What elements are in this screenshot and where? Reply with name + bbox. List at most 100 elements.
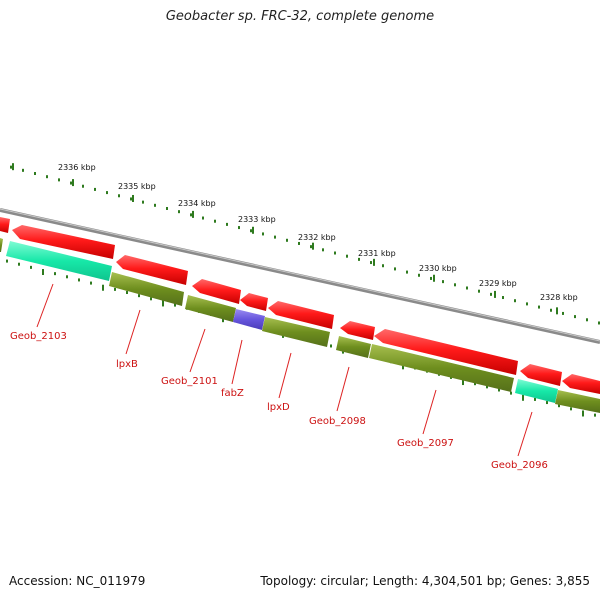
gene-label[interactable]: lpxD bbox=[267, 402, 290, 413]
special-gene bbox=[233, 309, 265, 330]
inner-scale-dot bbox=[594, 413, 596, 417]
inner-scale-dot bbox=[570, 407, 572, 411]
scale-dot bbox=[226, 222, 228, 226]
scale-dot bbox=[298, 241, 300, 245]
rna-gene bbox=[6, 241, 112, 281]
reverse-gene bbox=[109, 272, 184, 306]
inner-scale-dot bbox=[6, 259, 8, 263]
scale-major-tick bbox=[312, 242, 314, 250]
inner-scale-dot bbox=[330, 344, 332, 348]
inner-scale-dot bbox=[18, 262, 20, 266]
gene-label[interactable]: Geob_2101 bbox=[161, 376, 218, 387]
scale-major-tick bbox=[494, 290, 496, 298]
inner-scale-dot bbox=[174, 303, 176, 307]
inner-scale-dot bbox=[462, 379, 464, 386]
forward-gene bbox=[340, 321, 375, 340]
inner-scale-dot bbox=[90, 281, 92, 285]
rna-gene bbox=[515, 379, 558, 403]
scale-dot bbox=[598, 321, 600, 325]
scale-major-tick bbox=[12, 163, 14, 171]
scale-major-tick bbox=[192, 210, 194, 218]
forward-gene bbox=[374, 329, 518, 375]
scale-dot bbox=[250, 229, 252, 233]
scale-major-tick bbox=[433, 274, 435, 282]
scale-dot bbox=[238, 226, 240, 230]
inner-scale-dot bbox=[66, 275, 68, 279]
scale-major-ticks bbox=[12, 163, 558, 315]
forward-gene bbox=[192, 279, 241, 304]
scale-label: 2333 kbp bbox=[238, 215, 276, 224]
scale-dot bbox=[202, 216, 204, 220]
scale-dot bbox=[10, 165, 12, 169]
scale-dot bbox=[310, 245, 312, 249]
scale-major-tick bbox=[252, 226, 254, 234]
forward-gene bbox=[116, 255, 188, 285]
scale-dot bbox=[526, 302, 528, 306]
scale-dot bbox=[346, 254, 348, 258]
scale-label: 2328 kbp bbox=[540, 293, 578, 302]
inner-scale-dot bbox=[498, 388, 500, 392]
scale-label: 2334 kbp bbox=[178, 199, 216, 208]
gene-label[interactable]: lpxB bbox=[116, 359, 138, 370]
scale-dot bbox=[574, 315, 576, 319]
scale-dot bbox=[130, 197, 132, 201]
scale-dot bbox=[46, 175, 48, 179]
inner-scale-dot bbox=[102, 284, 104, 291]
inner-scale-dot bbox=[78, 278, 80, 282]
forward-gene bbox=[268, 301, 334, 329]
reverse-gene bbox=[555, 390, 600, 413]
inner-scale-dot bbox=[486, 385, 488, 389]
scale-dot bbox=[70, 181, 72, 185]
scale-dot bbox=[430, 276, 432, 280]
gene-label[interactable]: fabZ bbox=[221, 388, 244, 399]
inner-scale-dot bbox=[474, 382, 476, 386]
reverse-gene bbox=[262, 317, 330, 347]
scale-dot bbox=[58, 178, 60, 182]
scale-dot bbox=[358, 257, 360, 261]
inner-scale-dot bbox=[150, 297, 152, 301]
scale-dot bbox=[418, 273, 420, 277]
scale-dot bbox=[142, 200, 144, 204]
scale-dot bbox=[322, 248, 324, 252]
inner-scale-dot bbox=[114, 287, 116, 291]
inner-scale-dot bbox=[54, 272, 56, 276]
scale-dot bbox=[394, 267, 396, 271]
scale-dot bbox=[154, 203, 156, 207]
forward-strand-genes bbox=[0, 217, 600, 394]
scale-dot bbox=[442, 280, 444, 284]
inner-scale-dot bbox=[126, 291, 128, 295]
forward-gene bbox=[12, 225, 115, 259]
inner-scale-dot bbox=[42, 269, 44, 276]
label-leader-lines bbox=[36, 283, 533, 457]
gene-label[interactable]: Geob_2098 bbox=[309, 416, 366, 427]
scale-dot bbox=[550, 308, 552, 312]
scale-dot bbox=[586, 318, 588, 322]
scale-dot bbox=[514, 299, 516, 303]
scale-label: 2331 kbp bbox=[358, 249, 396, 258]
forward-gene bbox=[520, 364, 562, 386]
scale-dot bbox=[562, 311, 564, 315]
gene-label[interactable]: Geob_2097 bbox=[397, 438, 454, 449]
forward-gene bbox=[0, 217, 10, 233]
gene-label[interactable]: Geob_2103 bbox=[10, 331, 67, 342]
inner-scale-dot bbox=[30, 265, 32, 269]
gene-label[interactable]: Geob_2096 bbox=[491, 460, 548, 471]
scale-dot bbox=[502, 296, 504, 300]
scale-major-tick bbox=[373, 258, 375, 266]
forward-gene bbox=[562, 374, 600, 394]
scale-label: 2332 kbp bbox=[298, 233, 336, 242]
inner-scale-dot bbox=[138, 294, 140, 298]
scale-dot bbox=[178, 210, 180, 214]
scale-dot bbox=[466, 286, 468, 290]
inner-scale-dot bbox=[558, 404, 560, 408]
scale-dot bbox=[166, 206, 168, 210]
reverse-strand-genes bbox=[0, 238, 600, 413]
scale-dot bbox=[94, 187, 96, 191]
scale-label: 2330 kbp bbox=[419, 264, 457, 273]
scale-major-tick bbox=[72, 179, 74, 187]
scale-major-tick bbox=[132, 194, 134, 202]
scale-dot bbox=[34, 172, 36, 176]
reverse-gene bbox=[369, 344, 514, 392]
scale-dot bbox=[274, 235, 276, 239]
